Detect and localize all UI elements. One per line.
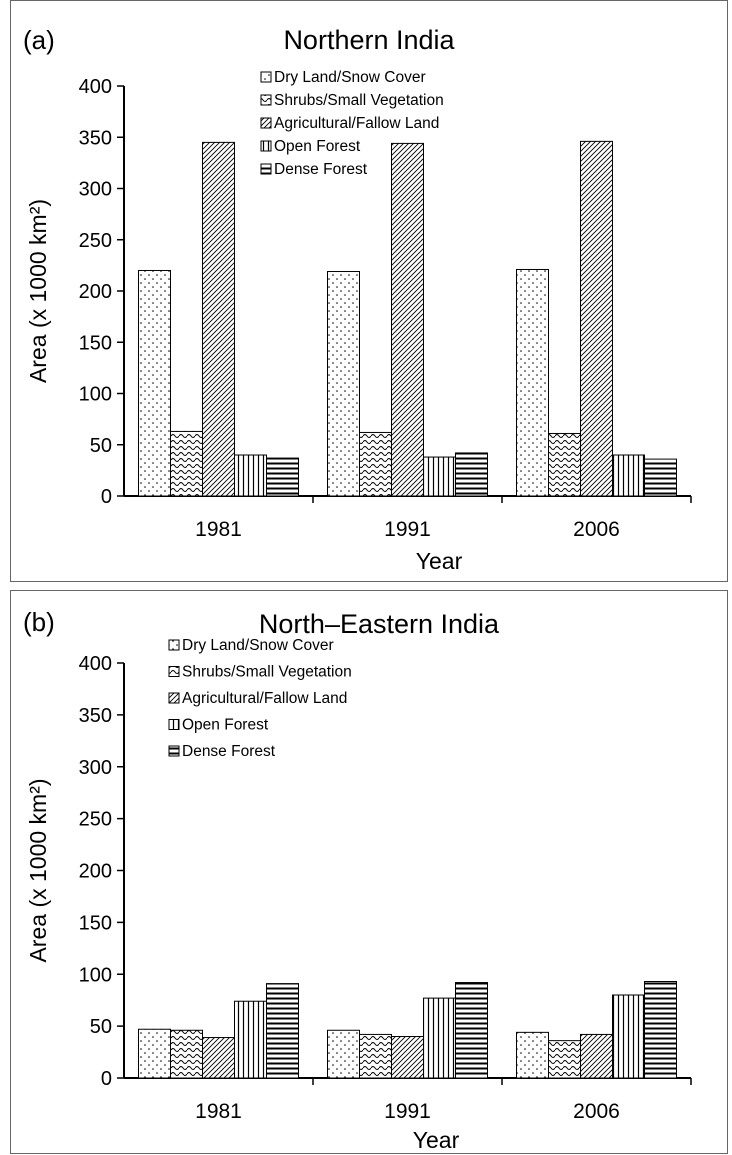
bar-1981-0	[138, 1028, 171, 1079]
legend-swatch	[260, 71, 272, 83]
y-tick-label: 350	[79, 127, 112, 149]
legend-swatch	[260, 163, 272, 175]
bar-2006-3	[612, 994, 645, 1079]
y-tick-label: 350	[79, 705, 112, 727]
bar-1981-1	[170, 1029, 203, 1079]
legend-label: Open Forest	[274, 138, 361, 155]
legend-label: Dry Land/Snow Cover	[274, 69, 426, 86]
bar-2006-0	[516, 268, 549, 497]
y-tick-label: 150	[79, 332, 112, 354]
y-tick-label: 0	[101, 1068, 112, 1090]
bar-1991-4	[455, 982, 488, 1079]
bar-1991-4	[455, 452, 488, 497]
bar-1981-2	[202, 141, 235, 497]
y-tick-label: 0	[101, 486, 112, 508]
bar-1991-0	[327, 271, 360, 497]
y-tick-label: 50	[90, 1016, 112, 1038]
bar-1981-3	[234, 454, 267, 497]
legend-label: Open Forest	[182, 717, 269, 734]
legend-label: Agricultural/Fallow Land	[182, 690, 347, 707]
y-tick-label: 200	[79, 281, 112, 303]
bar-2006-1	[548, 432, 581, 497]
bar-1991-3	[423, 997, 456, 1079]
bar-2006-0	[516, 1031, 549, 1079]
bar-1991-2	[391, 142, 424, 497]
bar-2006-3	[612, 454, 645, 497]
panel-a: (a) Northern India 0 50 100 150 200 250 300 350 40…	[10, 0, 728, 582]
bar-1991-1	[359, 1033, 392, 1079]
bar-1991-1	[359, 431, 392, 497]
y-tick-label: 400	[79, 76, 112, 98]
x-tick-label: 1991	[384, 1100, 431, 1123]
bar-2006-1	[548, 1040, 581, 1079]
bar-1981-1	[170, 430, 203, 497]
bar-1981-2	[202, 1037, 235, 1079]
chart-title: North–Eastern India	[259, 609, 500, 639]
x-tick-label: 1991	[384, 518, 431, 541]
panel-b: (b) North–Eastern India 0 50 100 150 200 250 300…	[10, 590, 728, 1154]
y-tick-label: 250	[79, 809, 112, 831]
x-axis-label: Year	[413, 1127, 460, 1153]
bar-1981-4	[266, 457, 299, 497]
legend-label: Dense Forest	[182, 743, 276, 760]
x-tick-label: 2006	[573, 1100, 620, 1123]
y-tick-label: 300	[79, 179, 112, 201]
bar-2006-4	[644, 981, 677, 1079]
bar-2006-2	[580, 140, 613, 497]
bar-1981-4	[266, 983, 299, 1079]
x-tick-label: 1981	[195, 518, 242, 541]
y-tick-label: 400	[79, 653, 112, 675]
legend-label: Shrubs/Small Vegetation	[182, 664, 352, 681]
bar-1991-2	[391, 1036, 424, 1079]
legend-swatch	[260, 117, 272, 129]
legend-label: Shrubs/Small Vegetation	[274, 92, 444, 109]
bar-1991-0	[327, 1029, 360, 1079]
y-tick-label: 150	[79, 912, 112, 934]
legend-label: Agricultural/Fallow Land	[274, 115, 439, 132]
y-tick-label: 100	[79, 384, 112, 406]
bar-2006-2	[580, 1033, 613, 1079]
bar-1991-3	[423, 456, 456, 497]
legend-swatch	[260, 94, 272, 106]
x-tick-label: 2006	[573, 518, 620, 541]
legend-swatch	[168, 666, 180, 677]
legend-swatch	[168, 719, 180, 730]
legend-swatch	[168, 745, 180, 757]
y-tick-label: 300	[79, 757, 112, 779]
y-axis-label: Area (x 1000 km²)	[25, 778, 51, 962]
legend-swatch	[168, 639, 180, 651]
y-tick-label: 50	[90, 435, 112, 457]
bar-2006-4	[644, 458, 677, 497]
y-tick-label: 100	[79, 964, 112, 986]
legend-swatch	[168, 692, 180, 704]
x-tick-label: 1981	[195, 1100, 242, 1123]
chart-title: Northern India	[283, 25, 455, 55]
panel-label: (b)	[23, 607, 55, 637]
chart-north-eastern-india: (b) North–Eastern India 0 50 100 150 200 250 300…	[23, 607, 692, 1153]
legend-label: Dry Land/Snow Cover	[182, 637, 334, 654]
panel-label: (a)	[23, 25, 55, 55]
bar-1981-3	[234, 1000, 267, 1079]
chart-northern-india: (a) Northern India 0 50 100 150 200 250 300 350 40…	[23, 25, 692, 574]
y-tick-label: 200	[79, 861, 112, 883]
bar-1981-0	[138, 270, 171, 497]
x-axis-label: Year	[416, 548, 463, 574]
legend-label: Dense Forest	[274, 161, 368, 178]
y-axis-label: Area (x 1000 km²)	[25, 199, 51, 383]
y-tick-label: 250	[79, 230, 112, 252]
legend-swatch	[260, 140, 272, 152]
